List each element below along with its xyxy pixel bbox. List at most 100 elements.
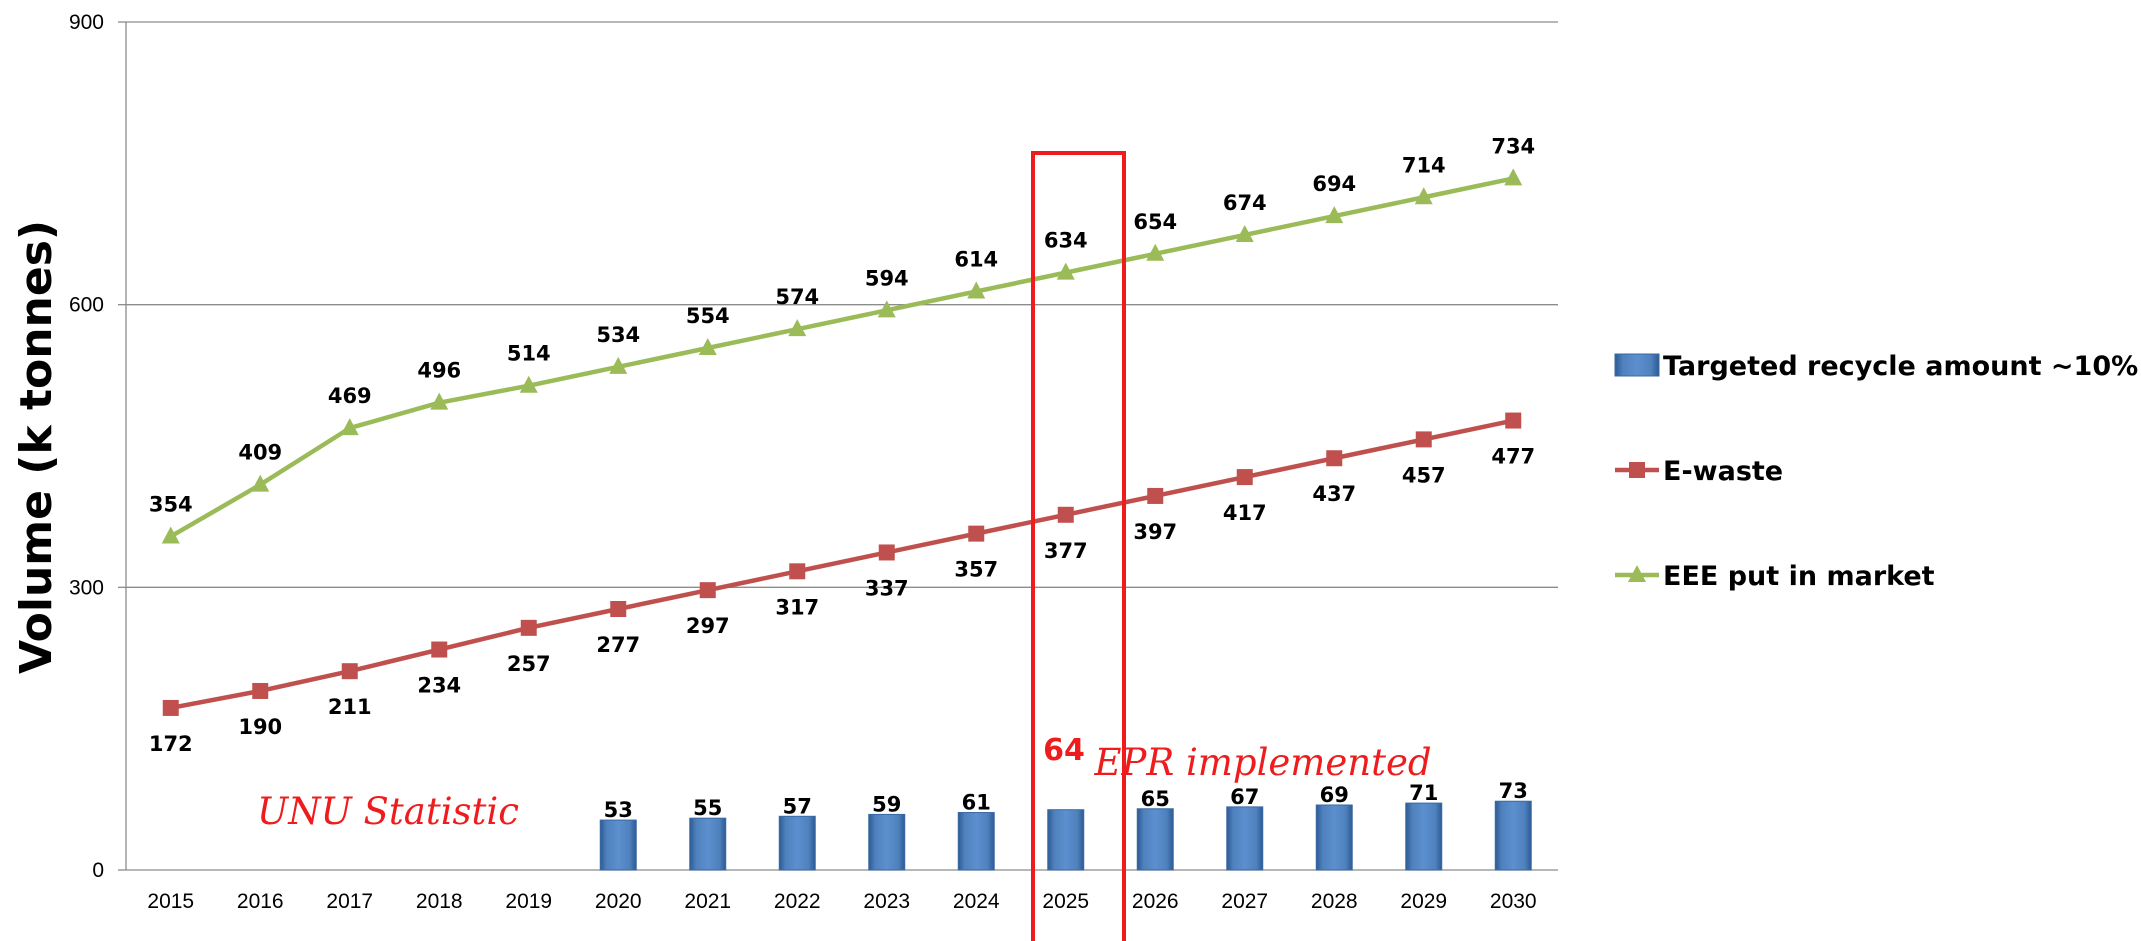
line-series [161, 168, 1523, 716]
eee-label-2022: 574 [775, 285, 819, 309]
eee-marker-2025 [1056, 262, 1075, 280]
highlight-2025-value: 64 [1043, 733, 1085, 768]
bar-recycle-2028 [1315, 804, 1353, 871]
bar-recycle-2023 [868, 813, 906, 871]
eee-label-2028: 694 [1312, 172, 1356, 196]
ewaste-label-2028: 437 [1312, 482, 1356, 506]
ewaste-line [170, 418, 1514, 711]
legend-label-recycle: Targeted recycle amount ~10% EEE [1663, 351, 2141, 382]
eee-label-2017: 469 [328, 384, 372, 408]
x-tick-label-2018: 2018 [416, 890, 463, 913]
bar-recycle-2022 [778, 815, 816, 871]
legend: Targeted recycle amount ~10% EEE E-waste E… [1614, 351, 2141, 592]
bar-recycle-2025 [1047, 809, 1085, 871]
ewaste-label-2019: 257 [507, 652, 551, 676]
ewaste-marker-2030 [1505, 412, 1522, 429]
ewaste-marker-2017 [341, 663, 358, 680]
eee-marker-2029 [1414, 187, 1433, 205]
legend-label-eee: EEE put in market [1663, 561, 1935, 592]
bar-series [599, 800, 1532, 871]
bar-label-2026: 65 [1141, 787, 1170, 811]
eee-marker-2019 [519, 375, 538, 393]
ewaste-label-2025: 377 [1044, 539, 1088, 563]
ewaste-label-2030: 477 [1491, 445, 1535, 469]
eee-label-2023: 594 [865, 266, 909, 290]
x-tick-label-2027: 2027 [1221, 890, 1268, 913]
ewaste-marker-2029 [1415, 431, 1432, 448]
ewaste-marker-2016 [252, 682, 269, 699]
eee-marker-2024 [967, 281, 986, 299]
eee-marker-2030 [1504, 168, 1523, 186]
eee-label-2015: 354 [149, 492, 193, 516]
eee-marker-2026 [1146, 243, 1165, 261]
eee-marker-2016 [251, 474, 270, 492]
ewaste-label-2024: 357 [954, 558, 998, 582]
x-tick-label-2015: 2015 [147, 890, 194, 913]
ewaste-marker-2018 [431, 641, 448, 658]
eee-marker-2020 [609, 356, 628, 374]
bar-recycle-2027 [1226, 806, 1264, 871]
x-tick-label-2029: 2029 [1400, 890, 1447, 913]
x-tick-label-2021: 2021 [684, 890, 731, 913]
bar-label-2027: 67 [1230, 785, 1259, 809]
legend-marker-eee [1628, 565, 1646, 582]
bar-recycle-2024 [957, 812, 995, 871]
bar-label-2021: 55 [693, 796, 722, 820]
ewaste-label-2021: 297 [686, 614, 730, 638]
ewaste-marker-2024 [968, 525, 985, 542]
ewaste-label-2020: 277 [596, 633, 640, 657]
ewaste-marker-2028 [1326, 450, 1343, 467]
x-axis-ticks: 2015 2016 2017 2018 2019 2020 2021 2022 2023 2024… [147, 890, 1536, 913]
eee-label-2016: 409 [238, 441, 282, 465]
ewaste-marker-2015 [162, 699, 179, 716]
y-axis-title: Volume (k tonnes) [11, 220, 62, 674]
ewaste-marker-2023 [878, 544, 895, 561]
y-tick-label-900: 900 [69, 11, 104, 34]
ewaste-marker-2025 [1057, 506, 1074, 523]
bar-label-2024: 61 [962, 791, 991, 815]
epr-implemented-annotation: EPR implemented [1093, 741, 1431, 784]
x-tick-label-2028: 2028 [1311, 890, 1358, 913]
bar-recycle-2026 [1136, 808, 1174, 871]
bar-label-2030: 73 [1499, 779, 1528, 803]
y-tick-label-300: 300 [69, 576, 104, 599]
bar-label-2023: 59 [872, 792, 901, 816]
eee-marker-2021 [698, 338, 717, 356]
ewaste-label-2017: 211 [328, 695, 372, 719]
x-tick-label-2016: 2016 [237, 890, 284, 913]
bar-label-2029: 71 [1409, 781, 1438, 805]
eee-label-2019: 514 [507, 342, 551, 366]
bar-recycle-2020 [599, 819, 637, 871]
x-tick-label-2024: 2024 [953, 890, 1000, 913]
ewaste-label-2022: 317 [775, 595, 819, 619]
eee-label-2024: 614 [954, 247, 998, 271]
x-tick-label-2017: 2017 [326, 890, 373, 913]
eee-marker-2017 [340, 418, 359, 436]
bar-recycle-2021 [689, 817, 727, 871]
eee-label-2027: 674 [1223, 191, 1267, 215]
ewaste-marker-2020 [610, 601, 627, 618]
bar-label-2028: 69 [1320, 783, 1349, 807]
ewaste-marker-2026 [1147, 487, 1164, 504]
eee-label-2018: 496 [417, 359, 461, 383]
eee-label-2030: 734 [1491, 134, 1535, 158]
eee-label-2020: 534 [596, 323, 640, 347]
unu-statistic-annotation: UNU Statistic [257, 790, 519, 833]
bar-label-2022: 57 [783, 794, 812, 818]
eee-marker-2023 [877, 300, 896, 318]
y-axis-ticks: 0 300 600 900 [69, 11, 104, 882]
eee-label-2025: 634 [1044, 229, 1088, 253]
ewaste-label-2016: 190 [238, 715, 282, 739]
eee-marker-2022 [788, 319, 807, 337]
ewaste-label-2018: 234 [417, 674, 461, 698]
eee-label-2029: 714 [1402, 153, 1446, 177]
legend-marker-ewaste [1629, 462, 1645, 478]
x-tick-label-2020: 2020 [595, 890, 642, 913]
ewaste-label-2015: 172 [149, 732, 193, 756]
ewaste-label-2023: 337 [865, 576, 909, 600]
bar-recycle-2030 [1494, 800, 1532, 871]
ewaste-marker-2021 [699, 582, 716, 599]
eee-line [169, 176, 1514, 539]
eee-marker-2028 [1325, 206, 1344, 224]
